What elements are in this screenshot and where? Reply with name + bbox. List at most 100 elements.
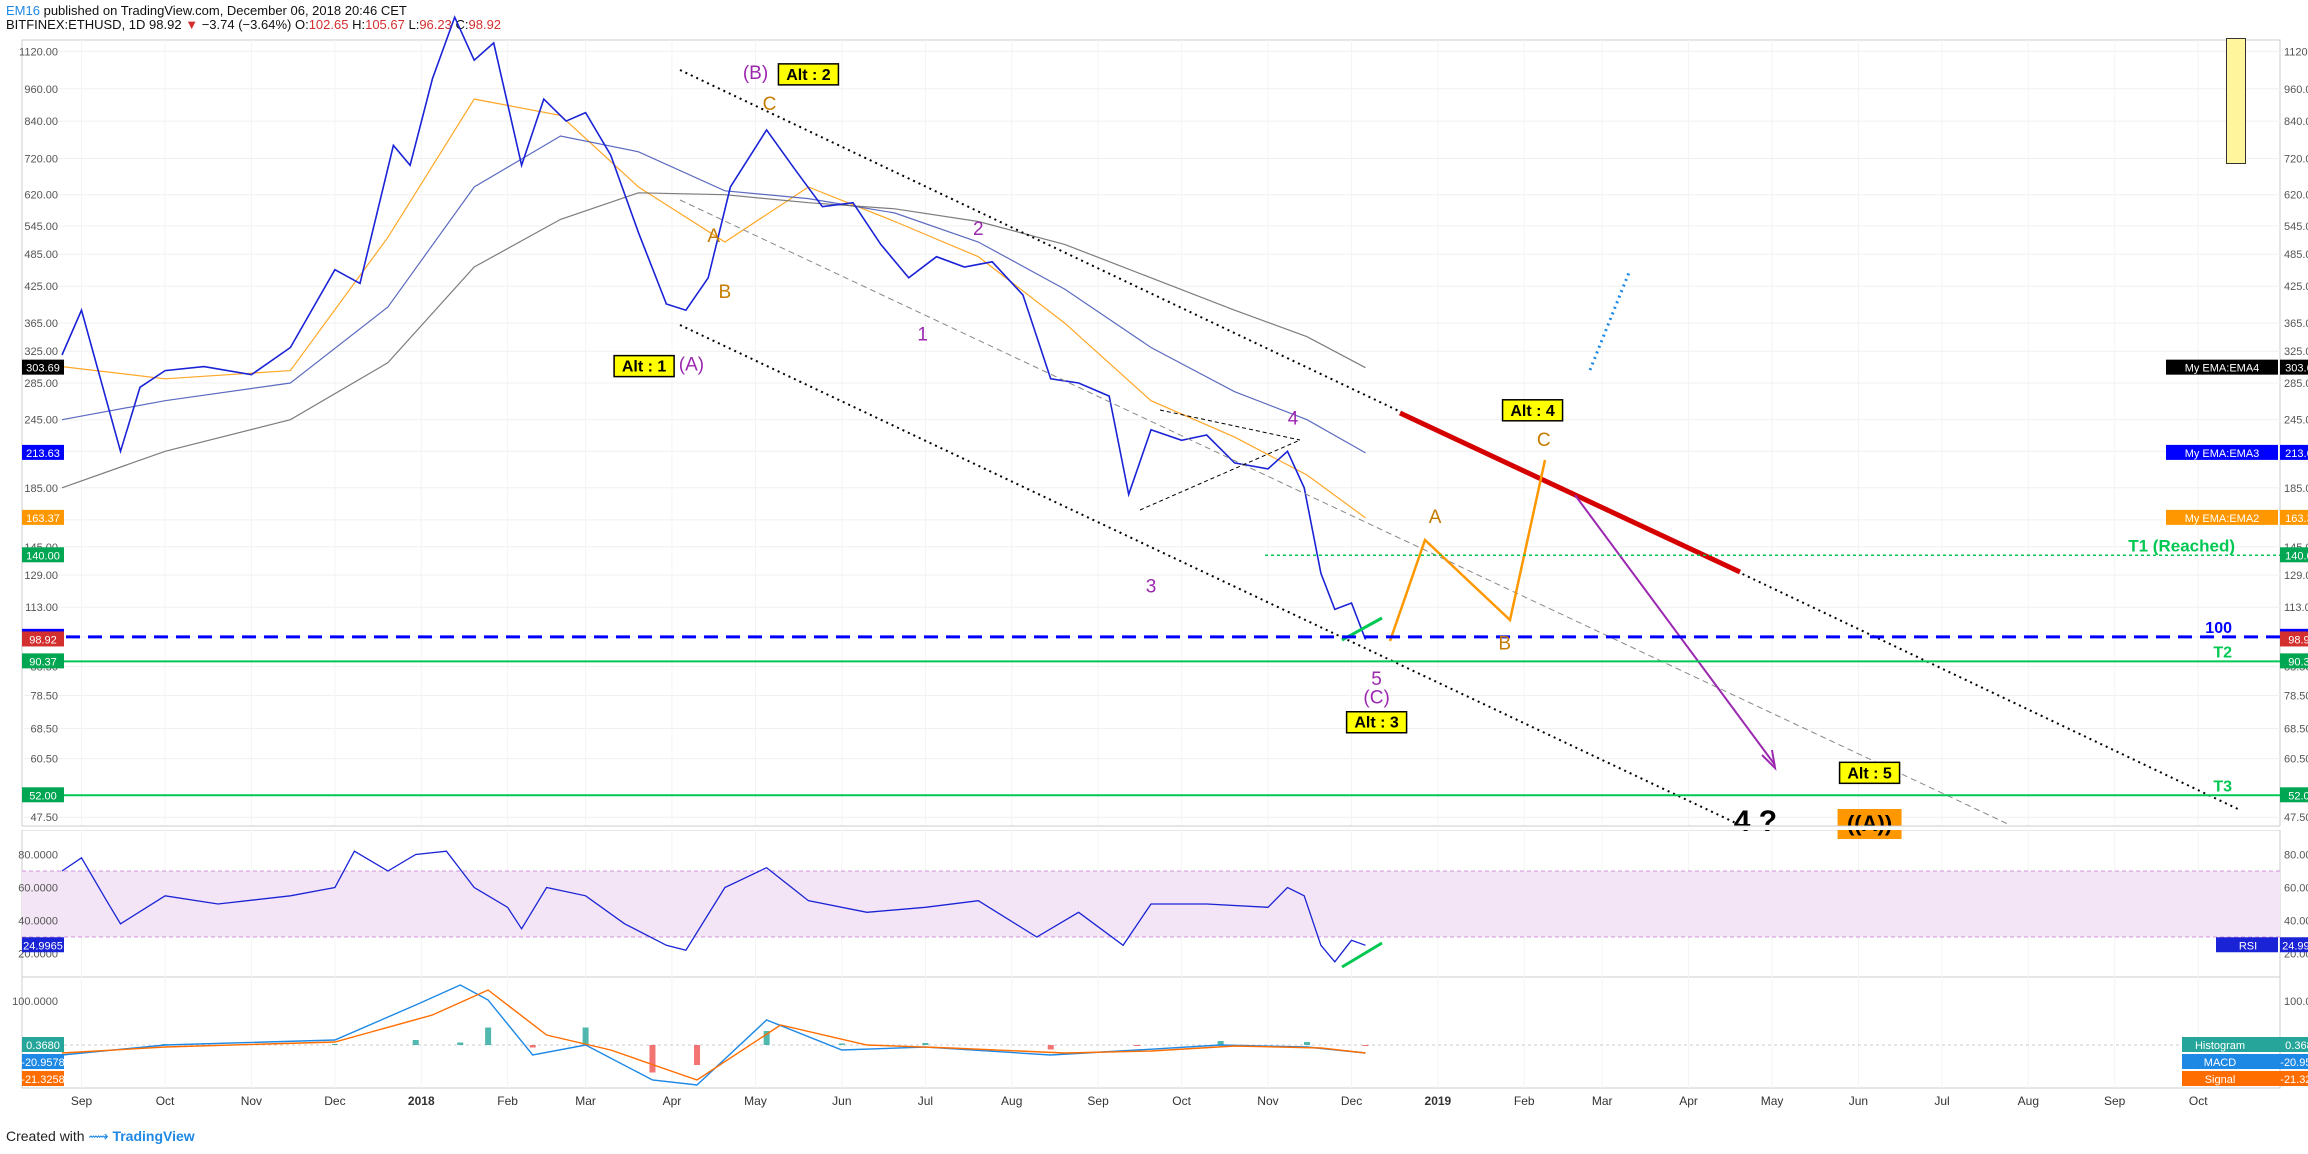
price-tick-right: 78.50 xyxy=(2284,690,2308,702)
price-tag-bg xyxy=(22,359,64,375)
price-tick-right: 425.00 xyxy=(2284,281,2308,293)
price-line xyxy=(61,15,1367,640)
price-tag-text: 98.92 xyxy=(2288,634,2308,646)
created-with-text: Created with xyxy=(6,1128,85,1144)
last-price: 98.92 xyxy=(149,17,182,32)
x-tick-label: Jun xyxy=(1849,1094,1868,1108)
price-tick-left: 129.00 xyxy=(24,570,58,582)
price-label-tag-right: 163.37 xyxy=(2280,509,2308,525)
price-tick-right: 545.00 xyxy=(2284,221,2308,233)
price-tick-left: 185.00 xyxy=(24,483,58,495)
price-tag-text: 90.37 xyxy=(2288,656,2308,668)
macd-histogram-bar xyxy=(485,1027,492,1045)
macd-histogram-bar xyxy=(838,1043,845,1045)
macd-histogram-bar xyxy=(922,1043,929,1045)
price-tick-left: 840.00 xyxy=(24,116,58,128)
price-tag-bg xyxy=(22,653,64,669)
low-value: 96.23 xyxy=(419,17,452,32)
alt-box-label: Alt : 1 xyxy=(622,359,667,376)
price-tag-text: 303.69 xyxy=(26,363,60,375)
price-tag-text: 98.92 xyxy=(29,634,57,646)
price-tick-left: 325.00 xyxy=(24,346,58,358)
x-tick-label: Oct xyxy=(1172,1094,1191,1108)
x-tick-label: Feb xyxy=(1514,1094,1535,1108)
macd-histogram-bar xyxy=(763,1031,770,1045)
macd-tag-value: -20.9578 xyxy=(21,1057,64,1069)
x-tick-label: Dec xyxy=(324,1094,345,1108)
level-label: T3 xyxy=(2213,778,2232,795)
x-tick-label: Apr xyxy=(663,1094,682,1108)
macd-histogram-bar xyxy=(694,1045,701,1065)
price-tick-right: 60.50 xyxy=(2284,754,2308,766)
macd-tag-name: Histogram xyxy=(2195,1040,2245,1052)
price-chart[interactable]: 1120.00 1120.00 960.00 960.00 840.00 840.00 72… xyxy=(0,0,2308,1120)
rsi-tick-left: 60.0000 xyxy=(18,883,58,895)
price-label-tag: 140.00 xyxy=(22,547,64,563)
footer: Created with ⟿ TradingView xyxy=(6,1128,195,1145)
price-tag-bg xyxy=(2280,787,2308,803)
price-tick-left: 68.50 xyxy=(30,724,58,736)
x-tick-label: Feb xyxy=(497,1094,518,1108)
wave-label: C xyxy=(1537,430,1551,451)
ema-line xyxy=(61,192,1366,489)
x-tick-label: Mar xyxy=(575,1094,596,1108)
price-tick-left: 720.00 xyxy=(24,153,58,165)
macd-histogram-bar xyxy=(412,1040,419,1045)
price-tick-right: 840.00 xyxy=(2284,116,2308,128)
price-label-tag-right: 213.63 xyxy=(2280,444,2308,460)
price-label-tag-right: 140.00 xyxy=(2280,547,2308,563)
wave-label: C xyxy=(763,94,777,115)
mid-channel-line xyxy=(679,199,2011,826)
x-tick-label: Aug xyxy=(2018,1094,2039,1108)
price-tag-text: 213.63 xyxy=(2285,448,2308,460)
projection-down-arrow xyxy=(1574,494,1776,766)
tradingview-brand[interactable]: TradingView xyxy=(112,1128,195,1144)
macd-tag-value: 0.3680 xyxy=(2285,1040,2308,1052)
alt-box-label: Alt : 5 xyxy=(1847,765,1892,782)
alt-box-bg xyxy=(1838,761,1901,785)
macd-histogram-bar xyxy=(1047,1045,1054,1050)
wave-label: 2 xyxy=(973,219,984,240)
x-tick-label: Sep xyxy=(1087,1094,1109,1108)
price-tick-left: 485.00 xyxy=(24,249,58,261)
ema-tag-text: My EMA:EMA3 xyxy=(2185,448,2260,460)
price-tick-right: 325.00 xyxy=(2284,346,2308,358)
price-tag-bg xyxy=(22,444,64,460)
macd-histogram-bar xyxy=(649,1045,656,1073)
wave-label: (B) xyxy=(743,63,768,84)
price-tag-bg xyxy=(2280,509,2308,525)
wave-4-label: 4 ? xyxy=(1734,805,1777,838)
level-label: T1 (Reached) xyxy=(2128,536,2235,555)
price-tick-left: 545.00 xyxy=(24,221,58,233)
price-tick-right: 365.00 xyxy=(2284,318,2308,330)
wave-label: B xyxy=(1498,633,1511,654)
x-tick-label: 2019 xyxy=(1425,1094,1452,1108)
wave-label: 1 xyxy=(917,324,928,345)
price-tag-text: 90.37 xyxy=(29,656,57,668)
price-label-tag-right: 90.37 xyxy=(2280,653,2308,669)
rsi-tick-right: 60.0000 xyxy=(2284,883,2308,895)
price-tick-right: 960.00 xyxy=(2284,84,2308,96)
author-link[interactable]: EM16 xyxy=(6,3,40,18)
signal-line xyxy=(61,989,1366,1081)
price-label-tag: 52.00 xyxy=(22,787,64,803)
macd-tag-value: -21.3258 xyxy=(2280,1074,2308,1086)
alt-box: Alt : 3 xyxy=(1345,710,1408,734)
rsi-tick-right: 80.0000 xyxy=(2284,850,2308,862)
alt-box: Alt : 4 xyxy=(1501,399,1564,422)
price-label-tag: 303.69 xyxy=(22,359,64,375)
price-tick-left: 960.00 xyxy=(24,84,58,96)
x-tick-label: May xyxy=(1761,1094,1784,1108)
open-label: O: xyxy=(294,17,309,32)
x-tick-label: 2018 xyxy=(408,1094,435,1108)
note-box xyxy=(2226,38,2246,164)
x-tick-label: Aug xyxy=(1001,1094,1022,1108)
price-tick-right: 285.00 xyxy=(2284,378,2308,390)
alt-box-label: Alt : 3 xyxy=(1354,715,1399,732)
price-pane xyxy=(21,39,2281,827)
alt-box-label: Alt : 4 xyxy=(1510,403,1555,420)
macd-tag-value: 0.3680 xyxy=(26,1040,60,1052)
price-tag-bg xyxy=(2280,444,2308,460)
macd-histogram-bar xyxy=(1362,1045,1369,1046)
wave-label: A xyxy=(707,226,720,247)
